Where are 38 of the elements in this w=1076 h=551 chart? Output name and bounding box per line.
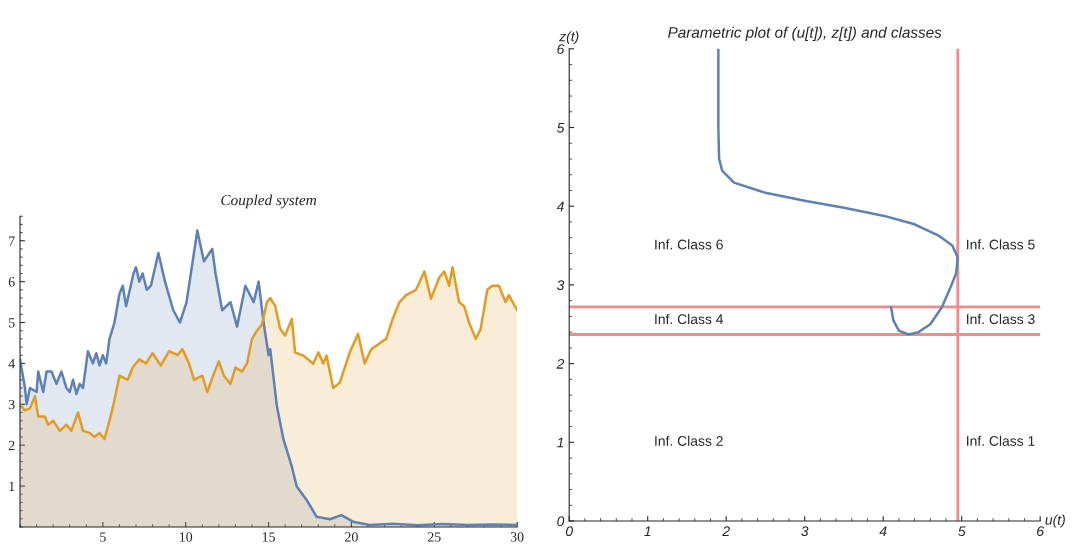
y-tick-label: 3 (556, 280, 565, 291)
y-tick-label: 7 (9, 236, 15, 246)
x-tick-label: 0 (565, 526, 573, 537)
x-tick-label: 15 (262, 532, 275, 542)
y-tick-label: 3 (8, 399, 15, 410)
y-tick-label: 2 (556, 358, 565, 369)
line-series (717, 48, 959, 336)
y-tick-label: 6 (557, 44, 565, 54)
annotation: Inf. Class 2 (655, 435, 723, 446)
x-axis-title: u(t) (1045, 514, 1065, 528)
y-tick-label: 6 (8, 277, 15, 287)
chart-title: Parametric plot of (u[t]), z[t]) and classes (668, 26, 942, 41)
annotation: Inf. Class 6 (655, 239, 723, 250)
annotation: Inf. Class 3 (967, 313, 1035, 325)
y-tick-label: 1 (556, 437, 564, 448)
y-tick-label: 4 (556, 201, 564, 212)
y-tick-label: 1 (9, 481, 15, 491)
x-tick-label: 5 (958, 526, 966, 537)
annotation: Inf. Class 4 (655, 313, 724, 325)
y-tick-label: 5 (556, 123, 565, 133)
x-tick-label: 4 (879, 526, 887, 536)
x-tick-label: 10 (179, 532, 193, 542)
y-tick-label: 2 (8, 440, 15, 451)
x-tick-label: 30 (510, 532, 524, 542)
x-tick-label: 1 (644, 526, 651, 536)
x-tick-label: 3 (801, 526, 809, 537)
chart-title: Coupled system (221, 194, 317, 209)
y-tick-label: 4 (8, 359, 15, 369)
x-tick-label: 5 (100, 532, 106, 542)
y-axis-title: z(t) (559, 31, 579, 45)
y-tick-label: 5 (9, 318, 15, 328)
x-tick-label: 6 (1037, 526, 1045, 537)
x-tick-label: 2 (722, 526, 730, 536)
x-tick-label: 20 (345, 532, 358, 542)
annotation: Inf. Class 5 (967, 239, 1035, 250)
y-tick-label: 0 (557, 516, 565, 527)
x-tick-label: 25 (427, 532, 441, 542)
annotation: Inf. Class 1 (967, 435, 1035, 446)
